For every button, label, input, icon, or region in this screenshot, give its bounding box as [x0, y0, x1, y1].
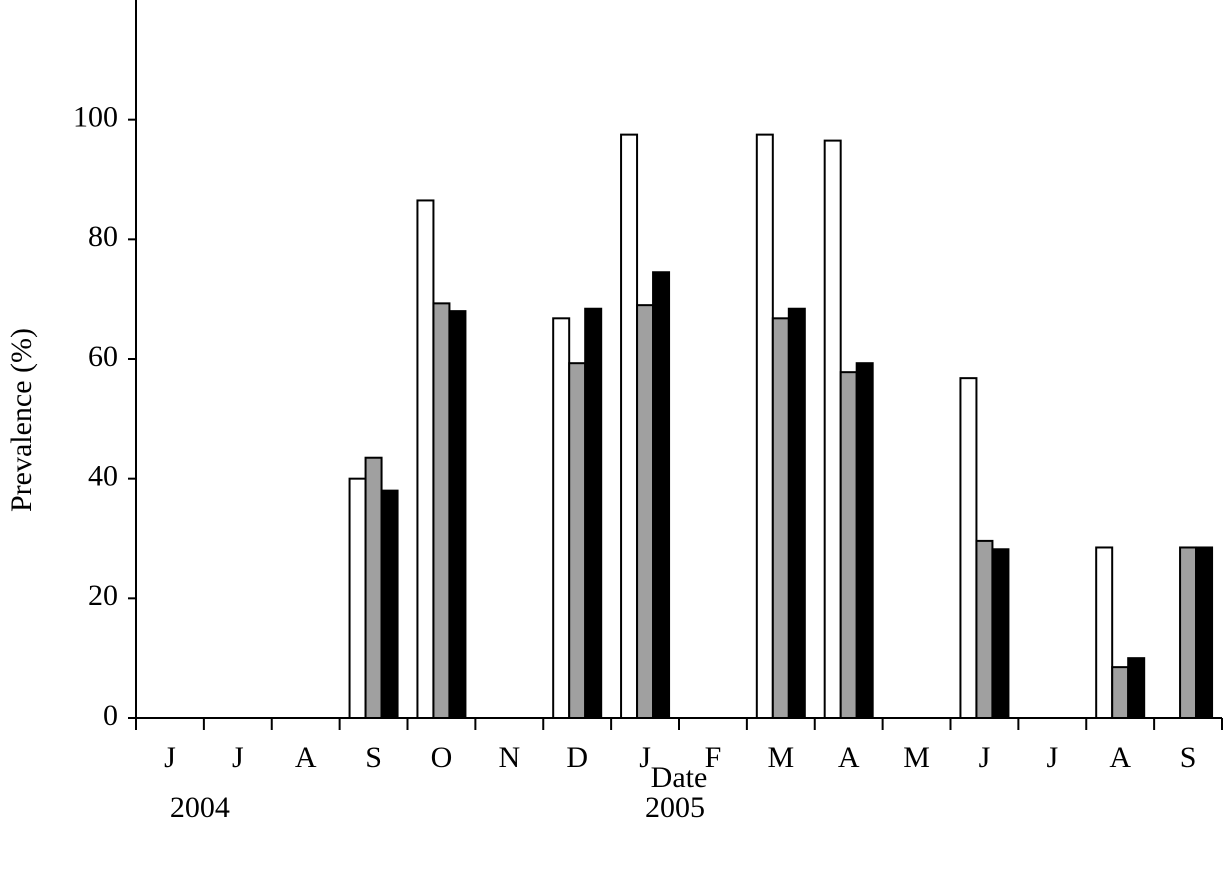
x-tick-label: J	[164, 741, 176, 774]
bar	[1111, 666, 1130, 719]
bar	[432, 302, 451, 719]
bar	[448, 310, 467, 719]
bar	[416, 199, 435, 720]
x-tick-label: O	[431, 741, 453, 774]
x-tick-label: A	[838, 741, 860, 774]
bar	[959, 377, 978, 719]
x-tick-label: J	[1046, 741, 1058, 774]
bar	[636, 304, 655, 719]
x-tick-label: M	[903, 741, 930, 774]
bar	[1179, 546, 1198, 719]
y-tick-label: 80	[88, 220, 118, 253]
year-label: 2005	[645, 791, 705, 824]
bar	[1127, 657, 1146, 720]
bar	[1195, 546, 1214, 719]
bar	[975, 539, 994, 719]
bar	[839, 371, 858, 719]
bar	[1095, 546, 1114, 719]
x-tick-label: J	[232, 741, 244, 774]
bar	[771, 317, 790, 719]
bar	[348, 477, 367, 719]
x-tick-label: J	[979, 741, 991, 774]
x-tick-label: A	[1109, 741, 1131, 774]
y-tick-label: 100	[73, 101, 118, 134]
x-axis-label: Date	[651, 761, 708, 794]
x-tick-label: N	[498, 741, 520, 774]
bar	[823, 139, 842, 719]
x-tick-label: A	[295, 741, 317, 774]
bar	[380, 489, 399, 719]
y-axis-label: Prevalence (%)	[5, 328, 38, 512]
bar	[652, 271, 671, 719]
y-tick-label: 20	[88, 579, 118, 612]
x-tick-label: S	[1180, 741, 1197, 774]
bar	[755, 133, 774, 719]
x-tick-label: S	[365, 741, 382, 774]
bar	[568, 362, 587, 719]
x-tick-label: M	[767, 741, 794, 774]
x-tick-label: F	[705, 741, 722, 774]
bar	[787, 307, 806, 719]
year-label: 2004	[170, 791, 230, 824]
y-tick-label: 60	[88, 340, 118, 373]
bar	[855, 362, 874, 719]
x-tick-label: D	[566, 741, 588, 774]
bar	[620, 133, 639, 719]
y-tick-label: 0	[103, 699, 118, 732]
bar	[552, 317, 571, 719]
bar	[364, 456, 383, 719]
x-tick-label: J	[639, 741, 651, 774]
bar	[991, 548, 1010, 720]
y-tick-label: 40	[88, 460, 118, 493]
bar	[584, 307, 603, 719]
